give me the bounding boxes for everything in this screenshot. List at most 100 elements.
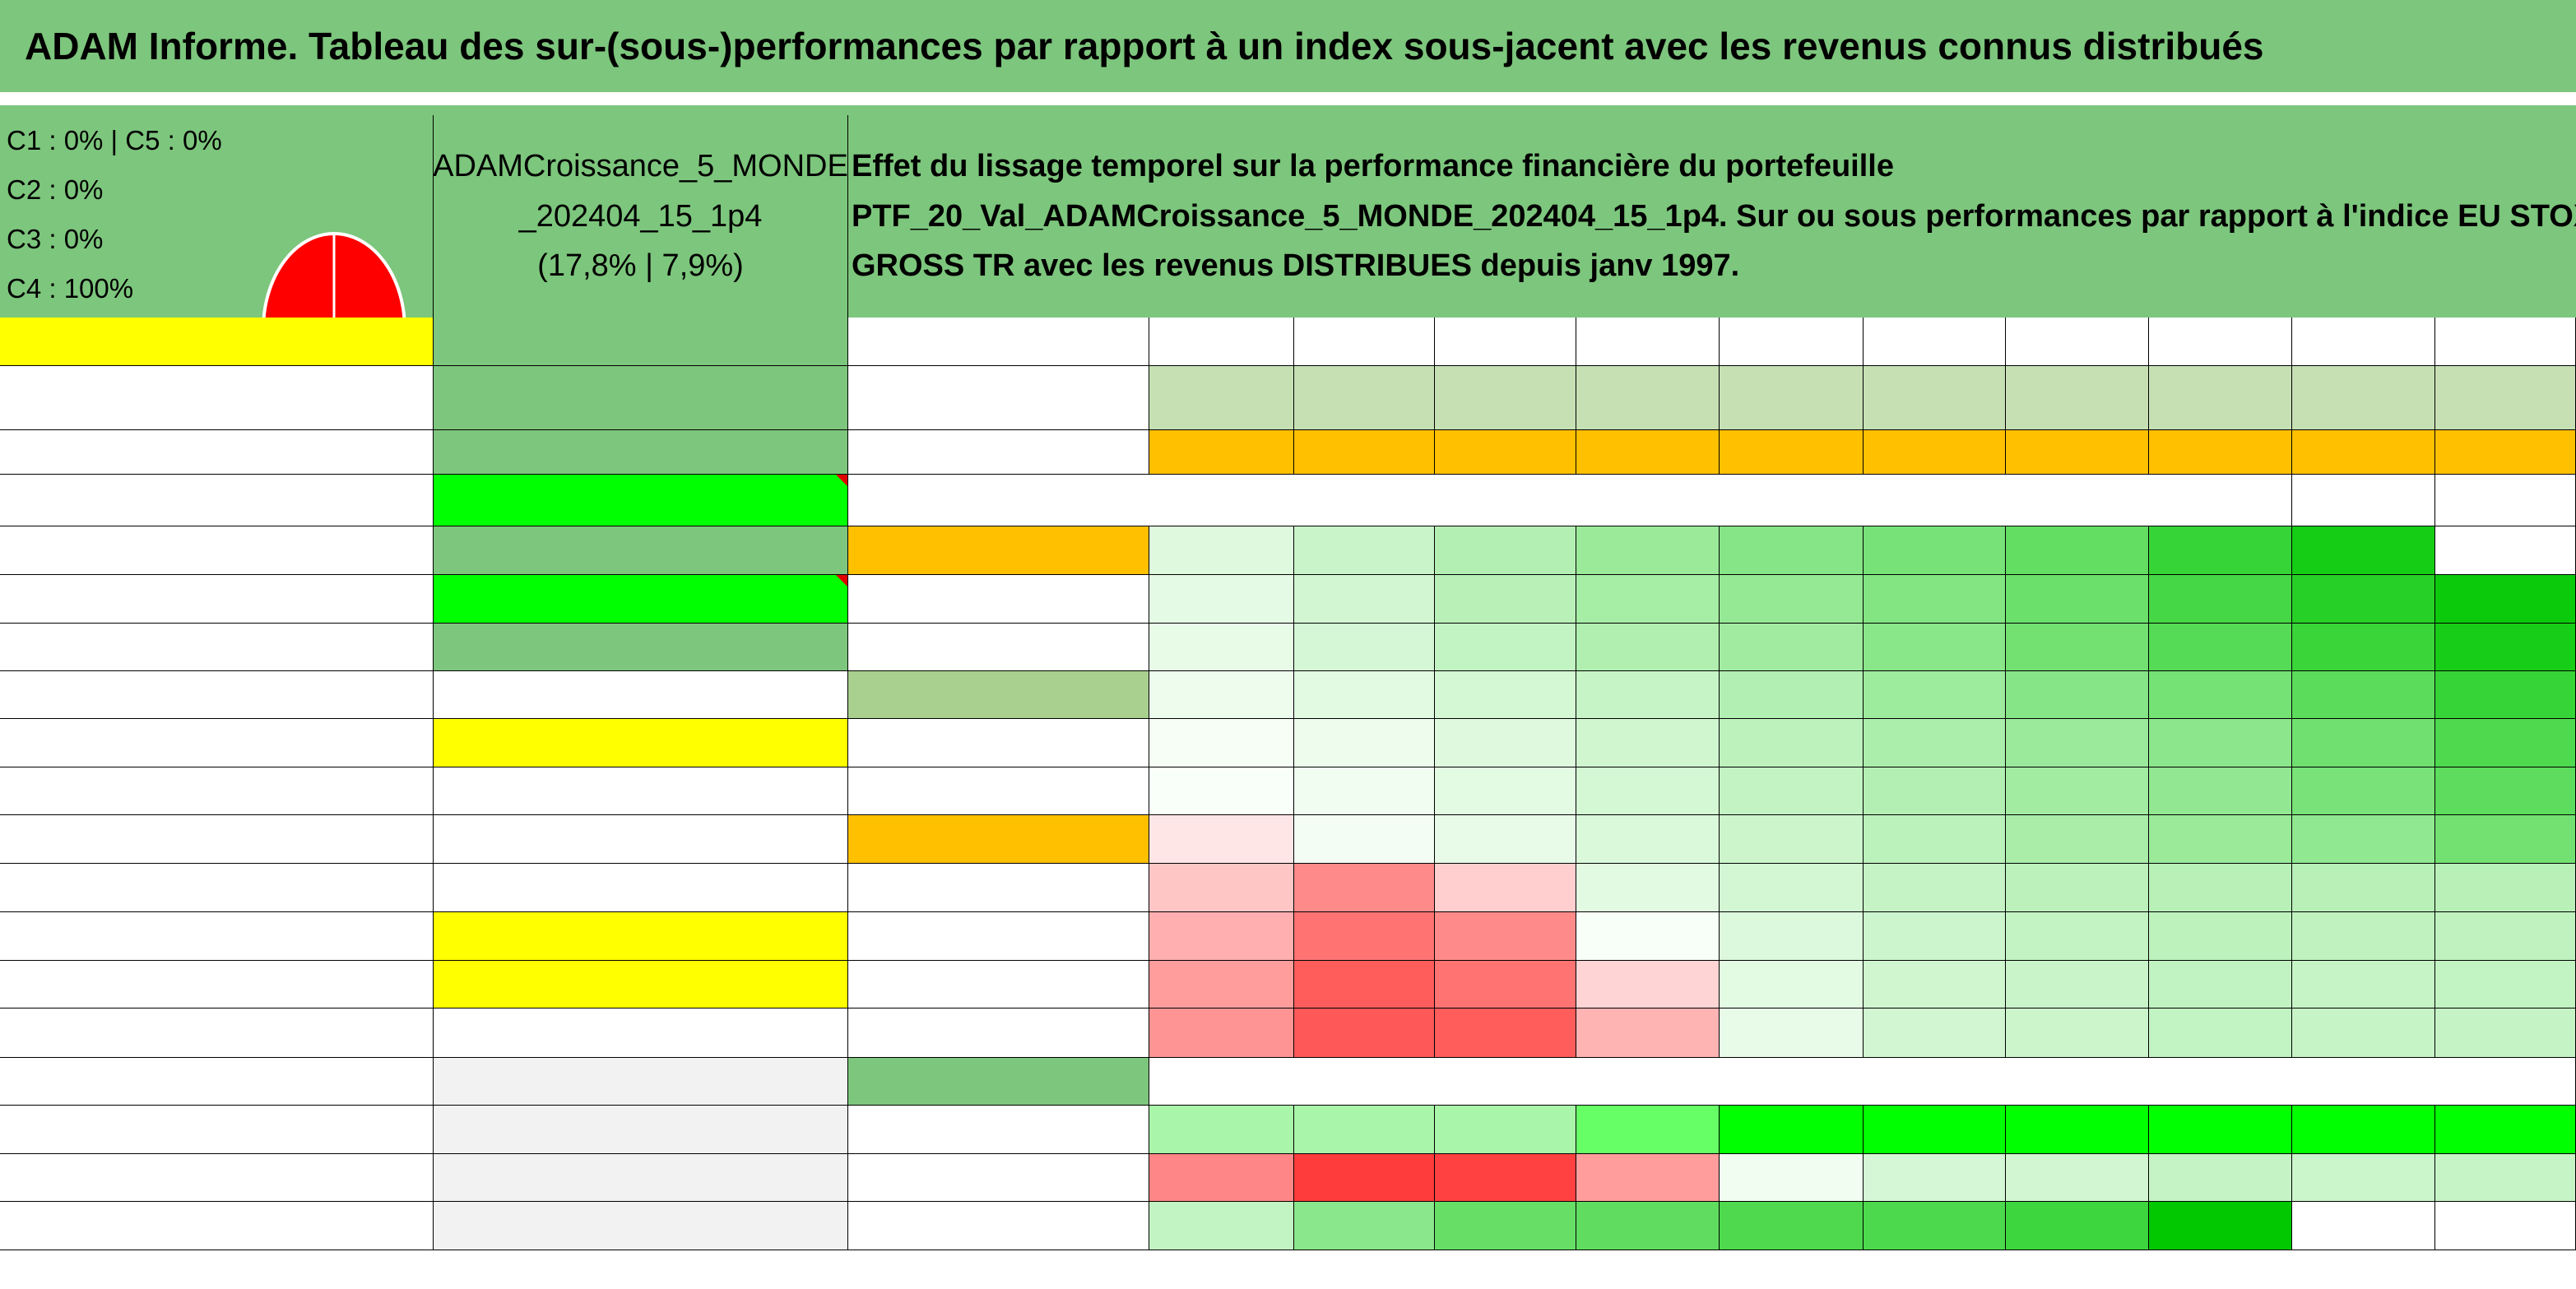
info-cell: [434, 1106, 848, 1154]
performance-cell: [1864, 815, 2006, 864]
performance-cell: [2006, 961, 2149, 1008]
performance-cell: [1576, 575, 1720, 624]
performance-cell: [2006, 815, 2149, 864]
probability-level: [848, 526, 1149, 575]
performance-cell: [2292, 961, 2435, 1008]
probability-level: [848, 1008, 1149, 1058]
summary-cell: [2006, 1202, 2149, 1250]
performance-cell: [1149, 575, 1294, 624]
performance-cell: [2006, 526, 2149, 575]
description-block: Effet du lissage temporel sur la perform…: [848, 115, 2576, 318]
volatility-cell: [2292, 430, 2435, 475]
holding-row: [0, 912, 434, 961]
performance-cell: [2149, 719, 2292, 767]
info-cell: [434, 1008, 848, 1058]
holding-row: [0, 624, 434, 671]
summary-cell: [2149, 1202, 2292, 1250]
performance-cell: [1149, 526, 1294, 575]
class-breakdown: C1 : 0% | C5 : 0% C2 : 0% C3 : 0% C4 : 1…: [0, 115, 434, 426]
probability-level: [848, 719, 1149, 767]
volatility-cell: [1435, 430, 1576, 475]
info-cell: [434, 526, 848, 575]
summary-cell: [1720, 1154, 1864, 1202]
holding-row: [0, 719, 434, 767]
performance-cell: [1294, 671, 1435, 719]
performance-cell: [2292, 767, 2435, 815]
performance-cell: [2149, 1008, 2292, 1058]
holding-row: [0, 1008, 434, 1058]
performance-cell: [2006, 671, 2149, 719]
summary-label: [848, 1154, 1149, 1202]
summary-label: [848, 1202, 1149, 1250]
summary-cell: [2435, 1154, 2576, 1202]
probability-level: [848, 961, 1149, 1008]
holding-row: [0, 767, 434, 815]
holding-row: [0, 475, 434, 526]
portfolio-name-line-3: (17,8% | 7,9%): [537, 248, 744, 284]
holding-row: [0, 575, 434, 624]
performance-cell: [2149, 912, 2292, 961]
year-header: [2292, 318, 2435, 366]
summary-cell: [1294, 1202, 1435, 1250]
volatility-cell: [2435, 430, 2576, 475]
performance-cell: [1149, 767, 1294, 815]
performance-cell: [1294, 624, 1435, 671]
volatility-cell: [2006, 430, 2149, 475]
performance-cell: [1720, 961, 1864, 1008]
volatility-cell: [2149, 430, 2292, 475]
summary-cell: [1864, 1154, 2006, 1202]
description-line-3: GROSS TR avec les revenus DISTRIBUES dep…: [852, 248, 1740, 284]
probability-level: [848, 671, 1149, 719]
probability-level: [848, 864, 1149, 912]
performance-cell: [2292, 526, 2435, 575]
performance-cell: [2149, 671, 2292, 719]
performance-cell: [1864, 719, 2006, 767]
performance-cell: [2435, 671, 2576, 719]
performance-cell: [1294, 767, 1435, 815]
performance-cell: [2292, 719, 2435, 767]
performance-cell: [2435, 575, 2576, 624]
performance-cell: [1294, 719, 1435, 767]
performance-cell: [1435, 767, 1576, 815]
comment-marker: [836, 575, 847, 587]
summary-cell: [1294, 1154, 1435, 1202]
info-cell: [434, 575, 848, 624]
holding-row: [0, 430, 434, 475]
performance-cell: [2292, 864, 2435, 912]
holding-row: [0, 1058, 434, 1106]
summary-cell: [2149, 1154, 2292, 1202]
summary-cell: [2292, 1202, 2435, 1250]
performance-cell: [1864, 671, 2006, 719]
performance-cell: [1435, 526, 1576, 575]
performance-cell: [2149, 864, 2292, 912]
probability-level: [848, 624, 1149, 671]
performance-cell: [2435, 961, 2576, 1008]
volatility-cell: [1864, 430, 2006, 475]
summary-cell: [2292, 1154, 2435, 1202]
return-cell: [1149, 366, 1294, 430]
summary-cell: [1864, 1202, 2006, 1250]
performance-cell: [1435, 575, 1576, 624]
performance-cell: [1720, 719, 1864, 767]
performance-cell: [1435, 1008, 1576, 1058]
probability-level: [848, 815, 1149, 864]
year-header: [1435, 318, 1576, 366]
summary-cell: [1720, 1202, 1864, 1250]
performance-cell: [1720, 624, 1864, 671]
info-cell: [434, 624, 848, 671]
summary-cell: [2006, 1154, 2149, 1202]
performance-cell: [1720, 767, 1864, 815]
performance-cell: [1864, 767, 2006, 815]
year-header: [2149, 318, 2292, 366]
performance-cell: [1576, 719, 1720, 767]
summary-cell: [2292, 1106, 2435, 1154]
return-cell: [2435, 366, 2576, 430]
performance-cell: [1149, 864, 1294, 912]
performance-cell: [1576, 1008, 1720, 1058]
performance-cell: [1435, 671, 1576, 719]
performance-cell: [2292, 671, 2435, 719]
info-cell: [434, 1154, 848, 1202]
performance-cell: [1576, 961, 1720, 1008]
performance-cell: [1576, 815, 1720, 864]
holding-row: [0, 961, 434, 1008]
